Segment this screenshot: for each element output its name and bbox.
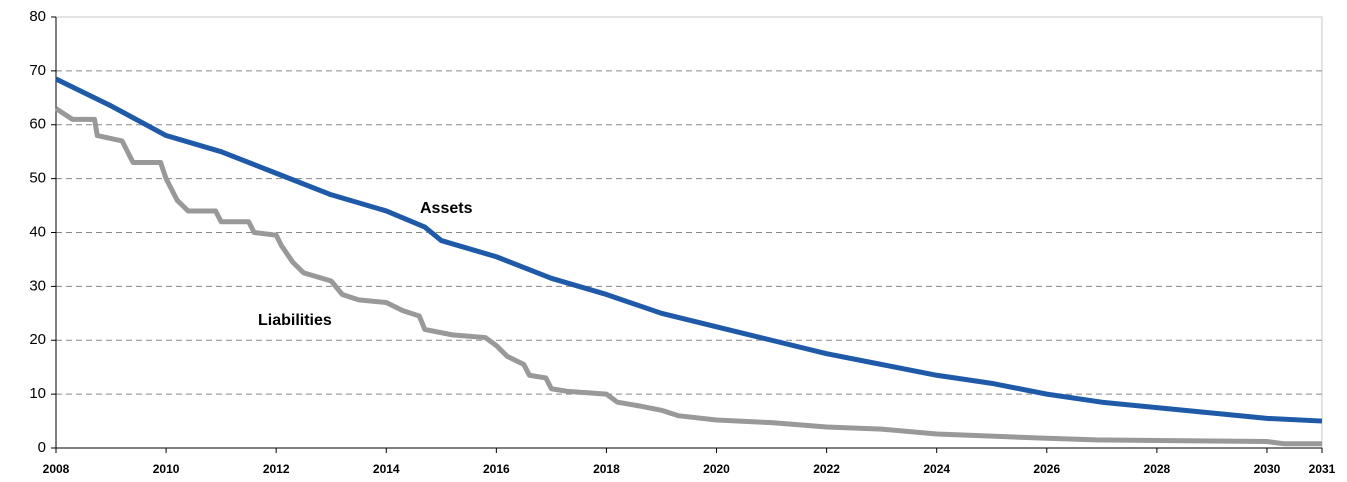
x-tick-label: 2026 <box>1033 462 1060 476</box>
y-tick-label: 60 <box>29 116 46 133</box>
y-tick-label: 80 <box>29 8 46 25</box>
x-tick-label: 2020 <box>703 462 730 476</box>
y-tick-label: 30 <box>29 277 46 294</box>
y-tick-label: 20 <box>29 331 46 348</box>
series-label: Assets <box>420 200 473 217</box>
y-tick-label: 40 <box>29 223 46 240</box>
x-tick-label: 2030 <box>1254 462 1281 476</box>
x-tick-label: 2024 <box>923 462 950 476</box>
y-tick-label: 70 <box>29 62 46 79</box>
y-tick-label: 50 <box>29 170 46 187</box>
x-tick-label: 2018 <box>593 462 620 476</box>
x-tick-label: 2022 <box>813 462 840 476</box>
series-line <box>54 76 1323 424</box>
x-tick-label: 2014 <box>373 462 400 476</box>
x-tick-label: 2031 <box>1309 462 1336 476</box>
series-label: Liabilities <box>258 312 332 329</box>
x-tick-label: 2016 <box>483 462 510 476</box>
x-tick-label: 2008 <box>43 462 70 476</box>
x-tick-label: 2010 <box>153 462 180 476</box>
y-tick-label: 10 <box>29 385 46 402</box>
y-tick-label: 0 <box>38 439 46 456</box>
x-tick-label: 2028 <box>1144 462 1171 476</box>
series-line <box>54 106 1322 447</box>
x-tick-label: 2012 <box>263 462 290 476</box>
